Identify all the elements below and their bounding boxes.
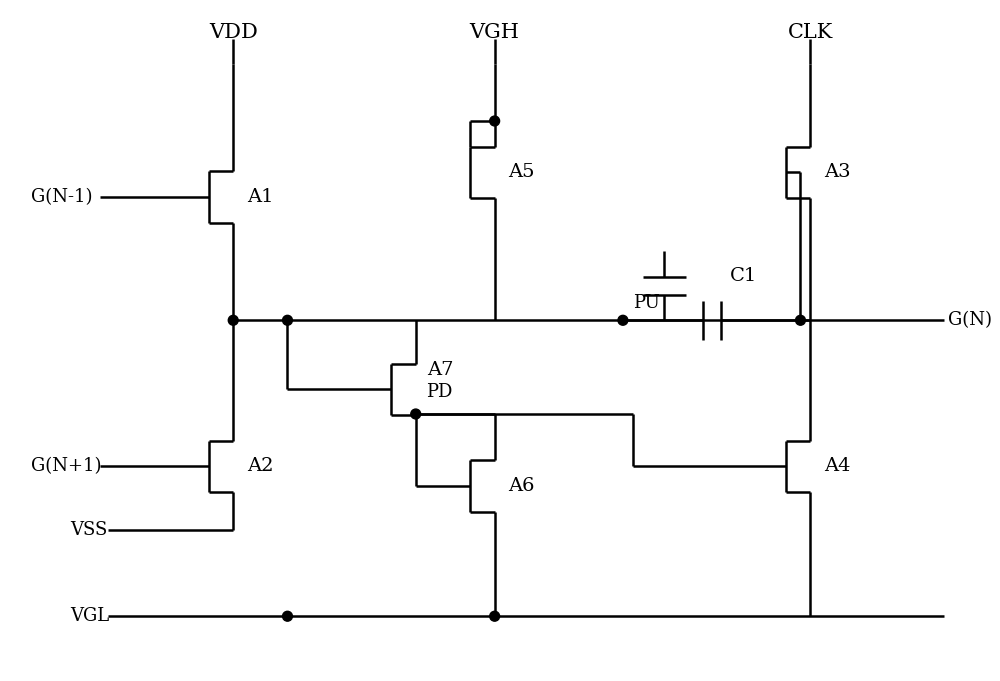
Circle shape — [283, 315, 292, 326]
Circle shape — [411, 409, 421, 419]
Text: G(N): G(N) — [948, 311, 992, 330]
Circle shape — [618, 315, 628, 326]
Text: C1: C1 — [729, 267, 757, 285]
Text: A1: A1 — [247, 188, 274, 206]
Text: A7: A7 — [428, 361, 454, 379]
Text: VGL: VGL — [70, 607, 110, 625]
Text: VGH: VGH — [470, 22, 520, 42]
Circle shape — [228, 315, 238, 326]
Circle shape — [796, 315, 805, 326]
Text: A4: A4 — [824, 457, 851, 475]
Circle shape — [490, 612, 500, 621]
Text: A2: A2 — [247, 457, 274, 475]
Text: CLK: CLK — [788, 22, 833, 42]
Text: VSS: VSS — [70, 522, 108, 539]
Text: VDD: VDD — [209, 22, 258, 42]
Text: G(N-1): G(N-1) — [31, 188, 92, 206]
Text: A5: A5 — [508, 163, 535, 181]
Circle shape — [490, 116, 500, 126]
Text: A6: A6 — [508, 477, 535, 495]
Text: A3: A3 — [824, 163, 851, 181]
Text: G(N+1): G(N+1) — [31, 457, 101, 475]
Text: PU: PU — [633, 294, 660, 311]
Circle shape — [283, 612, 292, 621]
Text: PD: PD — [426, 383, 452, 401]
